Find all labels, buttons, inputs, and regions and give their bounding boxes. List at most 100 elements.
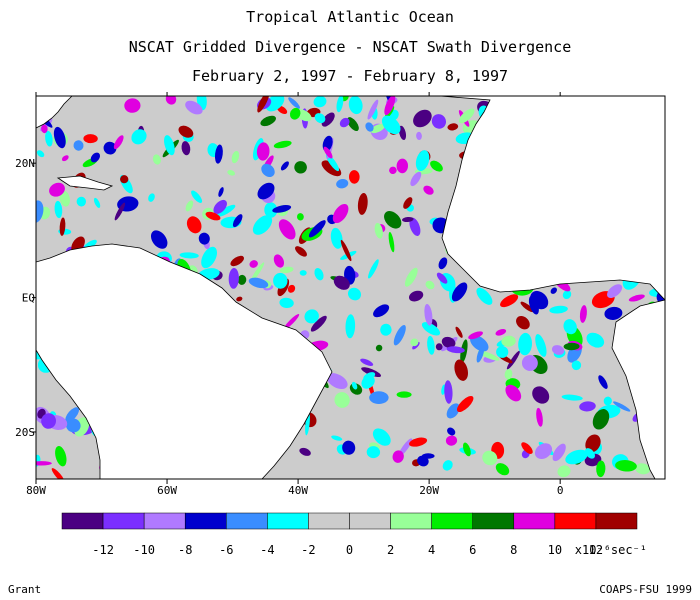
divergence-blob xyxy=(586,332,605,348)
divergence-blob xyxy=(536,407,543,427)
divergence-blob xyxy=(53,126,66,149)
lon-tick-label: 0 xyxy=(557,484,564,497)
divergence-blob xyxy=(124,98,141,113)
divergence-blob xyxy=(431,114,447,129)
divergence-blob xyxy=(495,463,510,476)
colorbar-tick-label: 10 xyxy=(548,543,562,557)
divergence-blob xyxy=(367,99,379,120)
divergence-blob xyxy=(90,152,101,163)
divergence-blob xyxy=(410,338,419,347)
divergence-blob xyxy=(83,134,98,144)
title-line-2: NSCAT Gridded Divergence - NSCAT Swath D… xyxy=(128,38,572,56)
divergence-blob xyxy=(342,440,356,455)
divergence-blob xyxy=(257,96,270,113)
divergence-blob xyxy=(76,196,87,207)
divergence-blob xyxy=(256,142,270,161)
divergence-blob xyxy=(148,193,155,202)
divergence-blob xyxy=(181,141,191,156)
divergence-blob xyxy=(294,161,307,174)
map-frame xyxy=(35,95,666,480)
divergence-blob xyxy=(592,409,610,430)
title-line-1: Tropical Atlantic Ocean xyxy=(246,8,454,26)
divergence-blob xyxy=(415,150,430,172)
divergence-blob xyxy=(552,443,566,462)
divergence-blob xyxy=(279,266,294,274)
divergence-blob xyxy=(384,211,402,229)
divergence-blob xyxy=(370,123,385,134)
divergence-blob xyxy=(295,246,307,257)
divergence-blob xyxy=(323,146,333,159)
divergence-blob xyxy=(369,391,389,404)
colorbar-tick-label: -4 xyxy=(260,543,274,557)
colorbar-swatch xyxy=(595,512,638,530)
colorbar-tick-label: 4 xyxy=(428,543,435,557)
divergence-blob xyxy=(615,460,637,472)
divergence-blob xyxy=(374,222,383,239)
divergence-blob xyxy=(178,125,194,138)
divergence-blob xyxy=(214,144,223,164)
divergence-blob xyxy=(571,360,582,371)
divergence-blob xyxy=(500,294,519,308)
divergence-blob xyxy=(216,204,236,217)
divergence-blob xyxy=(447,427,456,436)
divergence-blob xyxy=(249,260,258,268)
divergence-blob xyxy=(357,192,368,215)
divergence-blob xyxy=(280,161,289,171)
divergence-blob xyxy=(55,446,67,467)
divergence-blob xyxy=(436,272,448,284)
divergence-blob xyxy=(179,252,199,259)
lon-tick-label: 60W xyxy=(157,484,177,497)
divergence-blob xyxy=(273,272,288,289)
divergence-blob xyxy=(535,334,547,357)
land-caribbean-islands xyxy=(56,175,114,191)
divergence-blob xyxy=(476,345,485,363)
divergence-blob xyxy=(41,124,48,134)
divergence-blob xyxy=(451,282,468,302)
colorbar-tick-label: 6 xyxy=(469,543,476,557)
divergence-blob xyxy=(427,335,435,355)
divergence-blob xyxy=(237,274,247,285)
lat-tick-label: 20N xyxy=(15,157,35,170)
divergence-blob xyxy=(607,284,623,298)
divergence-blob xyxy=(257,182,275,200)
divergence-blob xyxy=(557,465,571,478)
divergence-blob xyxy=(250,262,265,283)
divergence-field xyxy=(36,96,665,479)
land-southern-africa xyxy=(611,299,665,479)
divergence-blob xyxy=(61,155,69,162)
divergence-blob xyxy=(201,246,218,269)
divergence-blob xyxy=(393,324,406,346)
divergence-blob xyxy=(495,328,507,336)
divergence-blob xyxy=(380,323,392,336)
divergence-blob xyxy=(304,309,319,324)
divergence-blob xyxy=(265,96,285,112)
divergence-blob xyxy=(604,306,623,320)
divergence-blob xyxy=(185,200,194,212)
divergence-blob xyxy=(36,461,52,466)
divergence-blob xyxy=(252,215,273,235)
divergence-blob xyxy=(441,336,456,348)
divergence-blob xyxy=(59,217,66,236)
divergence-blob xyxy=(248,277,269,289)
divergence-blob xyxy=(579,305,587,323)
divergence-blob xyxy=(351,381,358,390)
divergence-blob xyxy=(561,394,583,401)
divergence-blob xyxy=(310,315,327,332)
divergence-blob xyxy=(447,123,459,131)
divergence-blob xyxy=(326,373,348,390)
land-africa xyxy=(439,96,665,301)
divergence-blob xyxy=(313,96,327,108)
divergence-blob xyxy=(314,268,324,281)
divergence-blob xyxy=(213,199,227,214)
divergence-blob xyxy=(336,96,344,113)
divergence-blob xyxy=(113,135,124,150)
divergence-blob xyxy=(54,200,63,219)
divergence-blob xyxy=(152,154,161,165)
divergence-blob xyxy=(410,171,422,187)
colorbar-swatch xyxy=(102,512,145,530)
divergence-blob xyxy=(150,230,168,249)
divergence-blob xyxy=(516,316,530,330)
divergence-blob xyxy=(36,150,45,158)
divergence-blob xyxy=(598,375,608,389)
divergence-blob xyxy=(458,108,475,124)
